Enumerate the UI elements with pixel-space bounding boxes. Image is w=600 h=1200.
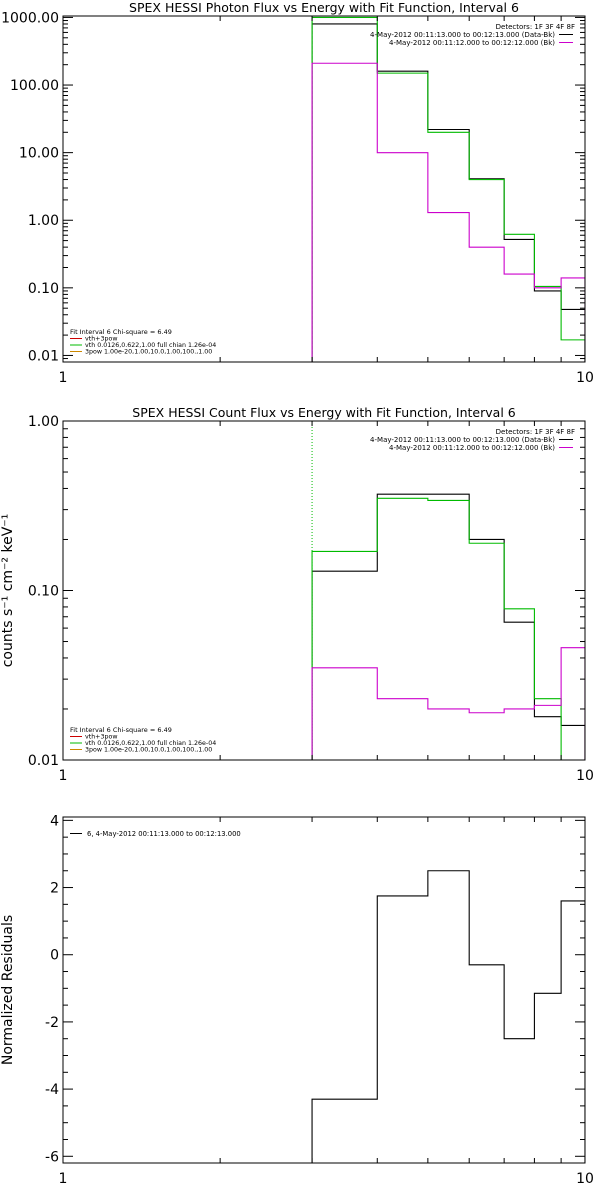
plot-data-area <box>311 870 585 1163</box>
x-tick-label: 10 <box>576 768 594 784</box>
fit-legend-label: vth+3pow <box>85 734 117 741</box>
y-tick-label: 0.10 <box>28 584 59 600</box>
y-tick-label: 2 <box>50 881 59 897</box>
series-line-2 <box>311 497 562 760</box>
plot-data-area <box>311 421 585 760</box>
y-tick-label: -4 <box>45 1082 59 1098</box>
y-tick-label: 0.01 <box>28 348 59 364</box>
legend-label: 4-May-2012 00:11:12.000 to 00:12:12.000 … <box>389 39 555 47</box>
fit-legend-label: vth 0.0126,0.622,1.00 full chian 1.26e-0… <box>85 740 216 747</box>
legend-label: 6, 4-May-2012 00:11:13.000 to 00:12:13.0… <box>87 830 241 838</box>
x-tick-label: 10 <box>576 370 594 386</box>
axes-frame <box>62 15 586 363</box>
series-line-1 <box>311 23 585 362</box>
chart-panel-2: SPEX HESSI Count Flux vs Energy with Fit… <box>0 405 594 784</box>
fit-legend-label: vth 0.0126,0.622,1.00 full chian 1.26e-0… <box>85 342 216 349</box>
y-tick-label: -2 <box>45 1015 59 1031</box>
series-line-3 <box>311 647 585 760</box>
y-tick-label: 4 <box>50 813 59 829</box>
y-tick-label: 100.00 <box>10 78 59 94</box>
x-tick-label: 1 <box>59 1171 68 1187</box>
fit-legend-label: 3pow 1.00e-20,1.00,10.0,1.00,100.,1.00 <box>85 349 212 356</box>
y-tick-label: 1.00 <box>28 414 59 430</box>
fit-legend-header: Fit Interval 6 Chi-square = 6.49 <box>70 328 172 336</box>
y-tick-label: -6 <box>45 1149 59 1165</box>
y-tick-label: 0.10 <box>28 281 59 297</box>
x-tick-label: 1 <box>59 370 68 386</box>
chart-panel-1: SPEX HESSI Photon Flux vs Energy with Fi… <box>1 0 594 386</box>
legend-label: 4-May-2012 00:11:13.000 to 00:12:13.000 … <box>370 436 555 444</box>
y-tick-label: 1.00 <box>28 213 59 229</box>
y-tick-label: 1000.00 <box>1 10 59 26</box>
series-line-1 <box>311 870 585 1163</box>
fit-legend-label: 3pow 1.00e-20,1.00,10.0,1.00,100.,1.00 <box>85 747 212 754</box>
y-tick-label: 10.00 <box>19 146 59 162</box>
y-tick-label: 0 <box>50 948 59 964</box>
fit-legend-label: vth+3pow <box>85 336 117 343</box>
legend-header: Detectors: 1F 3F 4F 8F <box>496 23 575 31</box>
plot-data-area <box>311 16 585 362</box>
y-axis-label: counts s⁻¹ cm⁻² keV⁻¹ <box>0 514 16 668</box>
series-line-1 <box>311 493 585 760</box>
chart-title: SPEX HESSI Count Flux vs Energy with Fit… <box>132 405 515 420</box>
x-tick-label: 10 <box>576 1171 594 1187</box>
x-tick-label: 1 <box>59 768 68 784</box>
chart-title: SPEX HESSI Photon Flux vs Energy with Fi… <box>129 0 519 15</box>
legend-header: Detectors: 1F 3F 4F 8F <box>496 428 575 436</box>
y-axis-label: Normalized Residuals <box>0 915 16 1065</box>
y-tick-label: 0.01 <box>28 753 59 769</box>
chart-panel-3: 1 10 -6 -4 -2 0 2 4 Normalized Residuals 6, 4-May… <box>0 813 594 1187</box>
fit-legend-header: Fit Interval 6 Chi-square = 6.49 <box>70 726 172 734</box>
legend-label: 4-May-2012 00:11:12.000 to 00:12:12.000 … <box>389 444 555 452</box>
legend-label: 4-May-2012 00:11:13.000 to 00:12:13.000 … <box>370 31 555 39</box>
axes-frame <box>62 816 586 1164</box>
series-line-3 <box>311 62 585 362</box>
series-line-2 <box>311 16 585 362</box>
